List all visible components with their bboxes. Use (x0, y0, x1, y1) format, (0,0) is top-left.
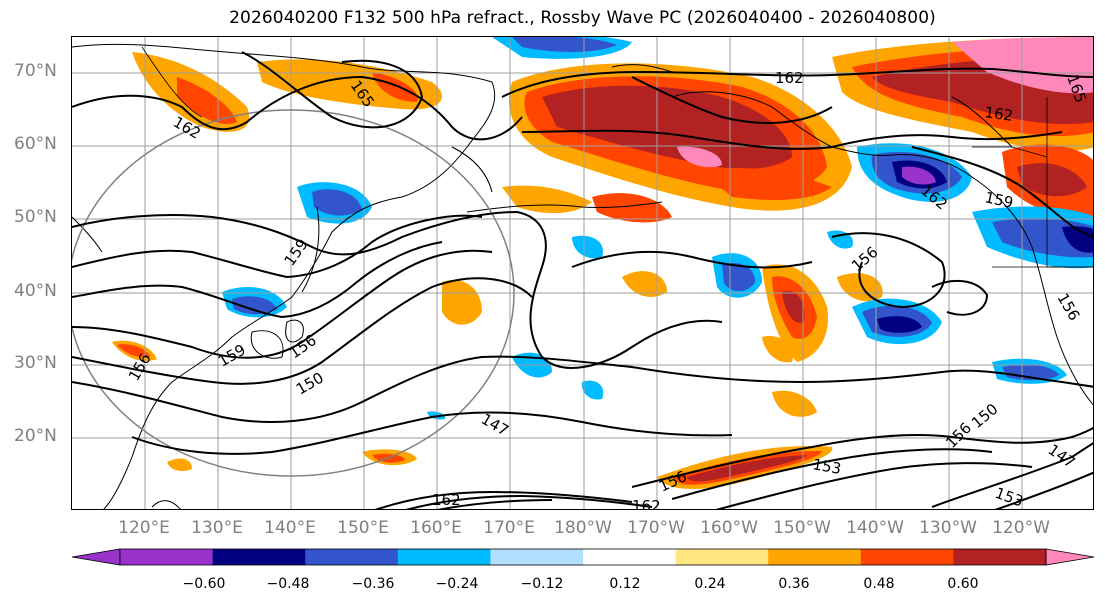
contour-label: 147 (478, 410, 512, 440)
contour-label: 153 (811, 455, 842, 478)
lon-label-150e: 150°E (337, 518, 389, 538)
lat-label-20n: 20°N (14, 426, 57, 446)
coastlines (72, 43, 1093, 509)
borders (141, 46, 1093, 268)
colorbar-segment (212, 549, 306, 565)
contour-label: 162 (983, 103, 1014, 125)
negative-anomaly-shading (222, 37, 1093, 420)
lon-label-140e: 140°E (264, 518, 316, 538)
lat-label-50n: 50°N (14, 207, 57, 227)
contour-label: 162 (432, 491, 461, 509)
contour-label: 162 (632, 497, 661, 510)
colorbar-tick: 0.12 (609, 576, 641, 592)
contour-label: 159 (215, 341, 249, 371)
colorbar-segment (675, 549, 769, 565)
graticule (72, 37, 1093, 509)
lon-label-140w: 140°W (846, 518, 904, 538)
contour-label: 162 (775, 69, 804, 87)
colorbar-segment (583, 549, 677, 565)
lon-label-130w: 130°W (919, 518, 977, 538)
colorbar-tick: −0.60 (182, 576, 226, 592)
colorbar-tick: −0.48 (266, 576, 310, 592)
lon-label-180w: 180°W (554, 518, 612, 538)
contour-label: 156 (942, 419, 975, 452)
colorbar-segment (305, 549, 399, 565)
lon-label-120w: 120°W (992, 518, 1050, 538)
colorbar-segment (120, 549, 214, 565)
colorbar-segment (490, 549, 584, 565)
colorbar-extend-max (1045, 548, 1095, 566)
lon-label-130e: 130°E (191, 518, 243, 538)
colorbar (71, 548, 1095, 570)
colorbar-tick: 0.24 (694, 576, 726, 592)
contour-label: 150 (968, 400, 1002, 432)
map-panel: 162 165 162 162 159 159 156 156 162 159 … (71, 36, 1094, 510)
colorbar-svg (71, 548, 1095, 566)
lat-label-40n: 40°N (14, 281, 57, 301)
contour-label: 147 (1045, 441, 1079, 472)
lat-label-60n: 60°N (14, 134, 57, 154)
colorbar-tick: 0.48 (863, 576, 895, 592)
lon-label-170w: 170°W (627, 518, 685, 538)
contour-label: 153 (993, 484, 1026, 510)
map-title: 2026040200 F132 500 hPa refract., Rossby… (229, 8, 936, 28)
contour-label: 150 (293, 369, 327, 399)
colorbar-segment (397, 549, 491, 565)
colorbar-segment (953, 549, 1047, 565)
lon-label-120e: 120°E (118, 518, 170, 538)
colorbar-tick: −0.12 (520, 576, 564, 592)
colorbar-segment (860, 549, 954, 565)
lat-label-70n: 70°N (14, 61, 57, 81)
lon-label-170e: 170°E (483, 518, 535, 538)
radius-circle (72, 109, 515, 477)
colorbar-tick: −0.36 (351, 576, 395, 592)
lat-label-30n: 30°N (14, 353, 57, 373)
lon-label-150w: 150°W (773, 518, 831, 538)
height-contours (72, 51, 1093, 509)
colorbar-outline (119, 548, 1047, 566)
map-canvas: 162 165 162 162 159 159 156 156 162 159 … (72, 37, 1093, 510)
colorbar-tick: 0.36 (778, 576, 810, 592)
contour-label: 159 (983, 188, 1015, 212)
contour-label: 159 (281, 236, 312, 270)
lon-label-160w: 160°W (700, 518, 758, 538)
colorbar-tick: −0.24 (435, 576, 479, 592)
lon-label-160e: 160°E (410, 518, 462, 538)
colorbar-tick: 0.60 (947, 576, 979, 592)
colorbar-extend-min (71, 548, 121, 566)
contour-label: 156 (1054, 290, 1084, 324)
colorbar-segment (768, 549, 862, 565)
